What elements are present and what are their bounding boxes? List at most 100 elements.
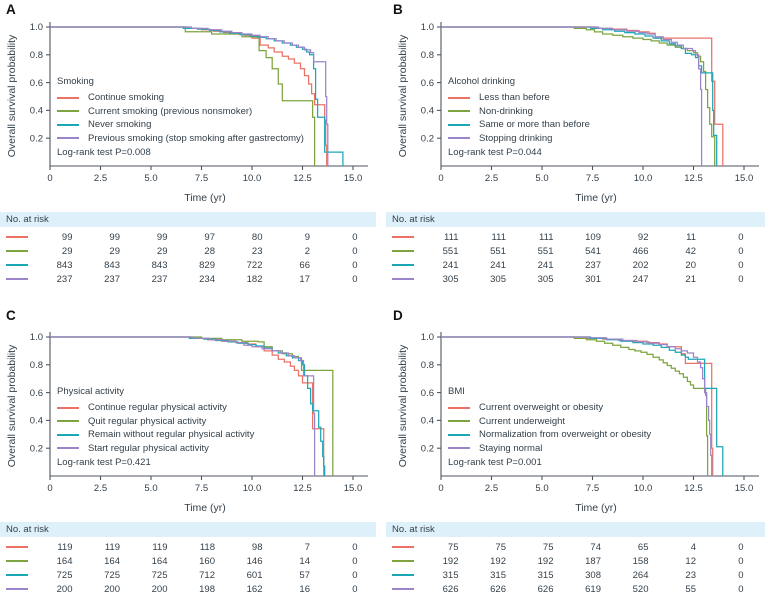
risk-count: 234 <box>199 273 215 285</box>
risk-count: 264 <box>632 569 649 581</box>
risk-count: 119 <box>104 541 120 553</box>
risk-count: 722 <box>246 259 263 271</box>
y-axis-tick-label: 0.6 <box>30 388 43 399</box>
risk-count: 247 <box>632 273 649 285</box>
risk-row-swatch-cell <box>0 546 34 548</box>
legend-line-swatch <box>448 406 470 409</box>
legend-line-swatch <box>57 123 79 126</box>
risk-row: 200 200 200 198 162 16 0 <box>0 582 376 596</box>
panel-label: A <box>6 2 16 17</box>
risk-row: 843 843 843 829 722 66 0 <box>0 258 376 272</box>
risk-count: 241 <box>537 259 554 271</box>
legend-line-swatch <box>448 110 470 113</box>
risk-row: 305 305 305 301 247 21 0 <box>386 272 765 286</box>
risk-count: 0 <box>352 245 358 257</box>
risk-count: 55 <box>685 583 696 595</box>
risk-count: 0 <box>738 273 744 285</box>
km-curve <box>441 336 709 476</box>
legend-item: Normalization from overweight or obesity <box>448 428 651 442</box>
km-curve <box>441 336 713 476</box>
y-axis-tick-label: 0.4 <box>30 416 43 427</box>
x-axis-tick-label: 0 <box>47 173 52 184</box>
risk-count: 241 <box>442 259 459 271</box>
risk-count: 17 <box>299 273 310 285</box>
risk-count: 118 <box>199 541 215 553</box>
risk-count: 308 <box>585 569 601 581</box>
legend-item: Less than before <box>448 91 590 105</box>
risk-row-line-swatch <box>6 546 28 548</box>
y-axis-tick-label: 0.2 <box>421 443 434 454</box>
legend-line-swatch <box>57 447 79 450</box>
risk-count: 305 <box>442 273 459 285</box>
legend: Alcohol drinking Less than before Non-dri… <box>448 76 590 159</box>
risk-count: 111 <box>539 231 554 243</box>
risk-count: 28 <box>204 245 215 257</box>
km-plot: 0 2.5 5.0 7.5 10.0 12.5 15.0 0.2 0.4 0.6 0.8 1.0 Ove… <box>0 16 382 210</box>
panel-label: C <box>6 308 16 323</box>
risk-count: 164 <box>104 555 120 567</box>
y-axis-tick-label: 0.4 <box>421 106 434 117</box>
km-plot: 0 2.5 5.0 7.5 10.0 12.5 15.0 0.2 0.4 0.6 0.8 1.0 Ove… <box>391 16 765 210</box>
risk-row-line-swatch <box>6 278 28 280</box>
km-curve <box>50 26 328 166</box>
risk-row: 119 119 119 118 98 7 0 <box>0 540 376 554</box>
risk-row: 626 626 626 619 520 55 0 <box>386 582 765 596</box>
legend-item: Quit regular physical activity <box>57 415 254 429</box>
risk-count: 315 <box>490 569 506 581</box>
risk-count: 119 <box>152 541 168 553</box>
risk-count: 162 <box>246 583 263 595</box>
risk-row: 192 192 192 187 158 12 0 <box>386 554 765 568</box>
risk-count: 164 <box>151 555 168 567</box>
legend-line-swatch <box>448 433 470 436</box>
x-axis-tick-label: 12.5 <box>293 173 312 184</box>
y-axis-tick-label: 1.0 <box>30 22 43 33</box>
risk-count: 98 <box>251 541 263 553</box>
legend-item-label: Current smoking (previous nonsmoker) <box>88 105 253 117</box>
risk-count: 305 <box>537 273 554 285</box>
risk-row-line-swatch <box>6 560 28 562</box>
risk-count: 16 <box>299 583 310 595</box>
risk-count: 42 <box>685 245 696 257</box>
legend-item: Current underweight <box>448 415 651 429</box>
risk-row-line-swatch <box>392 236 414 238</box>
x-axis-tick-label: 12.5 <box>293 483 312 494</box>
risk-row: 241 241 241 237 202 20 0 <box>386 258 765 272</box>
y-axis-title: Overall survival probability <box>397 344 409 467</box>
legend-item: Start regular physical activity <box>57 442 254 456</box>
x-axis-title: Time (yr) <box>184 502 226 514</box>
risk-count: 75 <box>495 541 506 553</box>
x-axis-tick-label: 0 <box>47 483 52 494</box>
risk-count: 12 <box>685 555 696 567</box>
risk-count: 198 <box>199 583 215 595</box>
x-axis-tick-label: 15.0 <box>344 173 363 184</box>
km-plot: 0 2.5 5.0 7.5 10.0 12.5 15.0 0.2 0.4 0.6 0.8 1.0 Ove… <box>0 326 382 520</box>
risk-count: 57 <box>299 569 310 581</box>
km-chart: 0 2.5 5.0 7.5 10.0 12.5 15.0 0.2 0.4 0.6 0.8 1.0 Ove… <box>397 22 759 204</box>
panel-label: B <box>393 2 403 17</box>
y-axis-title: Overall survival probability <box>6 34 18 157</box>
risk-count: 725 <box>56 569 73 581</box>
risk-table-header: No. at risk <box>0 522 376 537</box>
y-axis-tick-label: 0.2 <box>421 133 434 144</box>
legend-item: Current overweight or obesity <box>448 401 651 415</box>
risk-row-line-swatch <box>392 588 414 590</box>
legend-title: Physical activity <box>57 386 125 397</box>
legend-line-swatch <box>57 110 79 113</box>
risk-row-line-swatch <box>392 546 414 548</box>
x-axis-tick-label: 10.0 <box>243 483 262 494</box>
risk-count: 146 <box>246 555 263 567</box>
risk-count: 551 <box>442 245 459 257</box>
legend-item-label: Quit regular physical activity <box>88 415 207 427</box>
legend-item-label: Same or more than before <box>479 119 590 131</box>
legend: Smoking Continue smoking Current smoking … <box>57 76 304 159</box>
log-rank-pvalue: Log-rank test P=0.421 <box>57 457 151 468</box>
legend: BMI Current overweight or obesity Current… <box>448 386 651 469</box>
legend-title: Smoking <box>57 76 94 87</box>
risk-row-line-swatch <box>392 574 414 576</box>
y-axis-title: Overall survival probability <box>397 34 409 157</box>
y-axis-tick-label: 0.8 <box>30 360 43 371</box>
risk-row: 164 164 164 160 146 14 0 <box>0 554 376 568</box>
risk-count: 843 <box>56 259 73 271</box>
risk-count: 111 <box>444 231 459 243</box>
risk-row: 315 315 315 308 264 23 0 <box>386 568 765 582</box>
